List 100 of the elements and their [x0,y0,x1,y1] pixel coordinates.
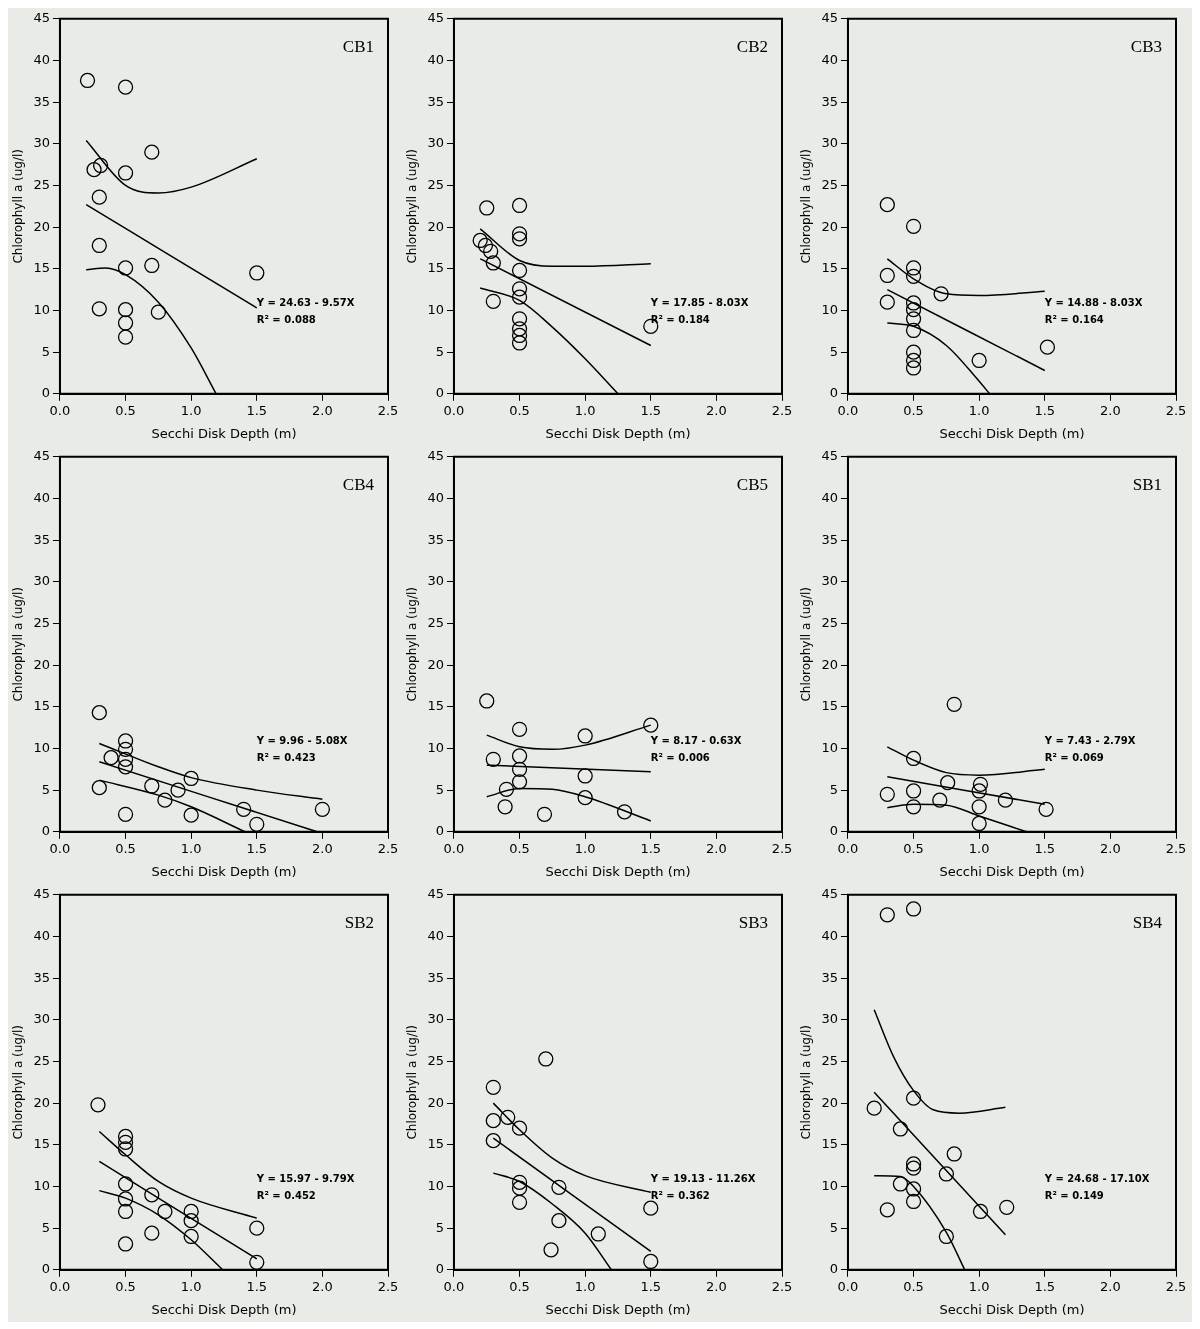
x-tick-label: 2.0 [1100,402,1121,418]
point [879,196,895,213]
point [946,1146,962,1162]
point [477,237,494,254]
y-tick-label: 5 [829,343,838,359]
x-tick-label: 0.5 [903,402,924,418]
point [997,792,1014,808]
point [543,1242,559,1258]
point [551,1212,567,1229]
point [249,816,265,832]
point [91,704,107,721]
point [91,237,107,254]
point [485,1132,501,1149]
y-tick-label: 10 [33,739,50,755]
point [511,281,528,297]
y-tick-label: 30 [33,1011,50,1027]
x-tick-label: 0.5 [509,402,530,418]
x-tick-label: 0.5 [509,1278,530,1294]
y-axis-title: Chlorophyll a (ug/l) [11,149,26,264]
y-tick-label: 5 [829,1219,838,1235]
x-tick-label: 2.5 [377,840,399,856]
x-tick-label: 0.0 [443,1278,465,1294]
x-tick-label: 1.5 [1034,840,1056,856]
y-tick-label: 5 [829,781,838,797]
point [511,231,528,247]
y-tick-label: 30 [821,1011,838,1027]
point [249,1254,265,1270]
point [479,200,495,216]
x-tick-label: 1.0 [574,1278,596,1294]
x-tick-label: 1.5 [246,402,268,418]
point [879,267,895,284]
point [511,1120,528,1136]
point [117,806,134,822]
y-tick-label: 20 [821,656,838,672]
point [79,72,96,89]
x-tick-label: 0.0 [837,840,859,856]
point [551,1179,567,1195]
y-tick-label: 20 [33,218,50,234]
point [905,295,922,311]
point [498,781,515,797]
x-tick-label: 1.5 [246,1278,268,1294]
point [616,804,633,820]
point [905,352,922,369]
point [932,792,948,808]
point [511,761,528,777]
point [144,1225,160,1241]
point [971,352,987,369]
line-series [85,139,258,194]
x-axis-title: Secchi Disk Depth (m) [545,1301,691,1317]
y-tick-label: 40 [33,489,50,505]
point [91,189,107,205]
point [117,329,134,345]
y-tick-label: 15 [821,260,838,276]
y-tick-label: 15 [821,1136,838,1152]
point [892,1176,909,1192]
y-tick-label: 30 [821,135,838,151]
point [117,315,134,331]
text: SB3 [738,912,768,932]
y-tick-label: 25 [33,614,50,630]
y-tick-label: 10 [427,1177,444,1193]
point [483,243,499,259]
x-tick-label: 0.5 [115,402,136,418]
y-tick-label: 0 [435,1261,444,1277]
point [92,157,109,174]
x-tick-label: 1.0 [968,840,990,856]
point [117,165,134,181]
y-tick-label: 15 [821,698,838,714]
y-tick-label: 45 [427,10,444,26]
point [511,335,528,351]
point [117,1176,134,1192]
text: CB2 [736,36,768,56]
x-tick-label: 2.5 [377,1278,399,1294]
annotation: R² = 0.423 [256,752,316,764]
point [117,741,134,757]
y-tick-label: 40 [821,51,838,67]
annotation: R² = 0.006 [650,752,710,764]
point [511,262,528,279]
x-tick-label: 1.5 [1034,402,1056,418]
x-tick-label: 1.0 [180,1278,202,1294]
point [117,260,134,276]
point [511,289,528,305]
point [117,751,134,767]
point [144,144,160,160]
point [485,1112,501,1129]
point [183,1203,199,1220]
point [485,751,501,767]
x-tick-label: 0.5 [115,840,136,856]
point [117,1191,134,1207]
point [511,1194,528,1210]
y-tick-label: 5 [41,1219,50,1235]
x-tick-label: 1.5 [640,1278,662,1294]
text: CB4 [342,474,375,494]
point [511,197,528,214]
y-axis-title: Chlorophyll a (ug/l) [405,149,420,264]
point [933,286,949,302]
line-series [873,1009,1007,1114]
x-tick-label: 2.0 [706,1278,727,1294]
x-tick-label: 0.5 [115,1278,136,1294]
x-tick-label: 2.0 [706,840,727,856]
y-tick-label: 0 [41,823,50,839]
